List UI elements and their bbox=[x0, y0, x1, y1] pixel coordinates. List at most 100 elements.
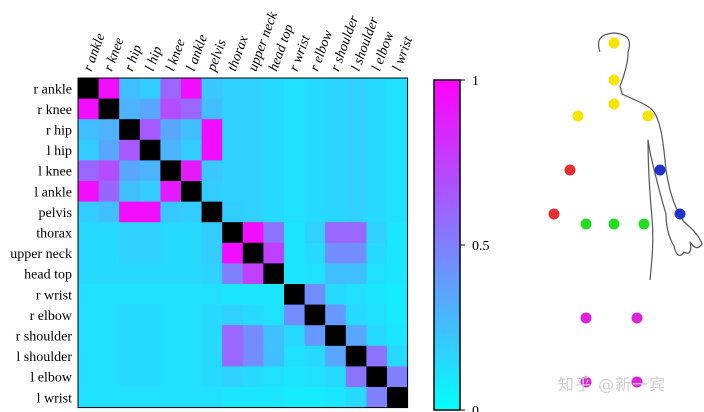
heatmap-cell bbox=[345, 325, 367, 347]
heatmap-cell bbox=[78, 304, 99, 326]
heatmap-cell bbox=[78, 139, 99, 161]
heatmap-cell bbox=[181, 304, 202, 326]
heatmap-cell bbox=[160, 387, 182, 408]
heatmap-cell bbox=[181, 160, 202, 182]
heatmap-cell bbox=[325, 304, 347, 326]
heatmap-cell bbox=[387, 222, 408, 244]
heatmap-cell bbox=[139, 78, 161, 99]
heatmap-cell bbox=[119, 366, 141, 388]
heatmap-cell bbox=[366, 78, 388, 99]
heatmap-cell bbox=[201, 284, 223, 305]
heatmap-cell bbox=[139, 181, 161, 202]
heatmap-cell bbox=[366, 119, 388, 141]
heatmap-cell bbox=[160, 222, 182, 244]
heatmap-cell bbox=[160, 181, 182, 202]
heatmap-cell bbox=[387, 78, 408, 99]
heatmap-cell bbox=[181, 387, 202, 408]
heatmap-cell bbox=[222, 387, 244, 408]
heatmap-cell bbox=[160, 263, 182, 285]
heatmap-cell bbox=[263, 366, 285, 388]
heatmap-cell bbox=[98, 304, 120, 326]
heatmap-cell bbox=[201, 201, 223, 223]
heatmap-cell bbox=[181, 366, 202, 388]
heatmap-cell bbox=[284, 387, 305, 408]
heatmap-cell bbox=[181, 263, 202, 285]
heatmap-cell bbox=[325, 387, 347, 408]
heatmap-cell bbox=[345, 387, 367, 408]
heatmap-cell bbox=[263, 387, 285, 408]
heatmap-cell bbox=[98, 325, 120, 347]
heatmap-cell bbox=[98, 160, 120, 182]
heatmap-cell bbox=[119, 181, 141, 202]
heatmap-cell bbox=[284, 345, 305, 367]
heatmap-cell bbox=[242, 98, 264, 120]
heatmap-cell bbox=[345, 160, 367, 182]
heatmap-cells bbox=[78, 78, 408, 408]
heatmap-cell bbox=[366, 98, 388, 120]
heatmap-cell bbox=[222, 201, 244, 223]
heatmap-cell bbox=[78, 345, 99, 367]
heatmap-cell bbox=[387, 201, 408, 223]
joint-marker bbox=[608, 98, 620, 110]
heatmap-cell bbox=[181, 242, 202, 264]
heatmap-cell bbox=[242, 139, 264, 161]
heatmap-cell bbox=[222, 181, 244, 202]
heatmap-cell bbox=[366, 242, 388, 264]
heatmap-cell bbox=[325, 181, 347, 202]
heatmap-cell bbox=[222, 119, 244, 141]
heatmap-cell bbox=[160, 160, 182, 182]
heatmap-cell bbox=[387, 325, 408, 347]
heatmap-cell bbox=[242, 201, 264, 223]
heatmap-cell bbox=[160, 304, 182, 326]
heatmap-cell bbox=[78, 222, 99, 244]
heatmap-cell bbox=[78, 263, 99, 285]
heatmap-cell bbox=[345, 222, 367, 244]
heatmap-cell bbox=[139, 119, 161, 141]
heatmap-cell bbox=[119, 139, 141, 161]
heatmap-cell bbox=[387, 181, 408, 202]
heatmap-cell bbox=[160, 366, 182, 388]
heatmap-cell bbox=[78, 98, 99, 120]
heatmap-cell bbox=[263, 325, 285, 347]
heatmap-cell bbox=[78, 160, 99, 182]
heatmap-cell bbox=[284, 222, 305, 244]
heatmap-cell bbox=[242, 345, 264, 367]
heatmap-cell bbox=[139, 263, 161, 285]
heatmap-cell bbox=[345, 345, 367, 367]
heatmap-frame bbox=[77, 77, 409, 409]
heatmap-cell bbox=[98, 201, 120, 223]
heatmap-cell bbox=[325, 366, 347, 388]
heatmap-cell bbox=[242, 366, 264, 388]
heatmap-cell bbox=[263, 119, 285, 141]
heatmap-cell bbox=[304, 222, 326, 244]
heatmap-cell bbox=[160, 201, 182, 223]
heatmap-cell bbox=[222, 242, 244, 264]
heatmap-cell bbox=[304, 263, 326, 285]
heatmap-cell bbox=[284, 325, 305, 347]
heatmap-cell bbox=[139, 304, 161, 326]
heatmap-cell bbox=[242, 181, 264, 202]
heatmap-cell bbox=[242, 263, 264, 285]
heatmap-cell bbox=[181, 139, 202, 161]
body-outline bbox=[597, 32, 703, 281]
heatmap-cell bbox=[387, 366, 408, 388]
heatmap-cell bbox=[119, 78, 141, 99]
heatmap-cell bbox=[181, 78, 202, 99]
row-label: l elbow bbox=[30, 371, 72, 386]
heatmap-cell bbox=[304, 139, 326, 161]
colorbar bbox=[433, 79, 461, 411]
row-label: l shoulder bbox=[16, 350, 72, 365]
joint-marker bbox=[638, 218, 650, 230]
heatmap-cell bbox=[160, 98, 182, 120]
heatmap-cell bbox=[345, 284, 367, 305]
heatmap-cell bbox=[201, 242, 223, 264]
row-label: pelvis bbox=[39, 206, 72, 221]
heatmap-cell bbox=[181, 98, 202, 120]
row-label: head top bbox=[24, 268, 72, 283]
heatmap-cell bbox=[242, 284, 264, 305]
heatmap-cell bbox=[366, 160, 388, 182]
heatmap-cell bbox=[366, 222, 388, 244]
heatmap-cell bbox=[387, 284, 408, 305]
joint-marker bbox=[580, 312, 592, 324]
heatmap-cell bbox=[263, 284, 285, 305]
